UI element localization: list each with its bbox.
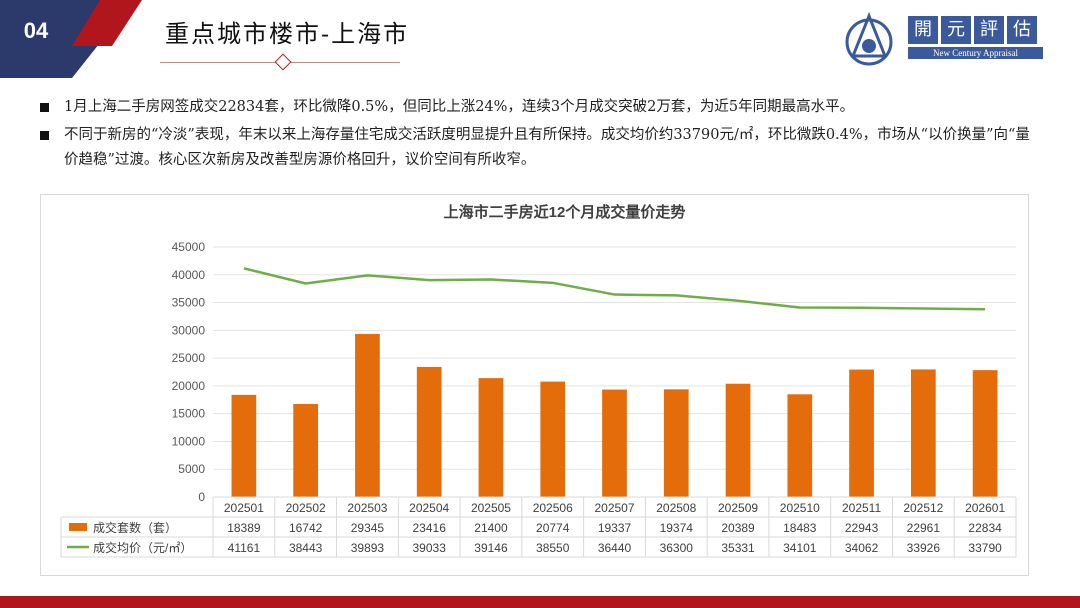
company-logo-text: 開 元 評 估 New Century Appraisal: [908, 16, 1043, 59]
line-series-mark: [243, 267, 986, 311]
bullet-square-icon: [40, 131, 49, 140]
legend-label: 成交套数（套）: [93, 520, 177, 535]
data-label: 39893: [351, 541, 385, 555]
y-tick-label: 10000: [172, 434, 206, 448]
legend-label: 成交均价（元/㎡）: [93, 540, 192, 555]
logo-char: 估: [1007, 16, 1037, 44]
y-tick-label: 30000: [172, 323, 206, 337]
bar-mark: [725, 383, 751, 497]
data-label: 39146: [474, 541, 508, 555]
x-tick-label: 202501: [224, 501, 264, 515]
x-tick-label: 202509: [718, 501, 758, 515]
logo-char: 元: [941, 16, 971, 44]
logo-char: 開: [908, 16, 938, 44]
y-tick-label: 35000: [172, 296, 206, 310]
data-label: 19374: [660, 521, 694, 535]
section-number: 04: [23, 18, 49, 43]
data-label: 16742: [289, 521, 323, 535]
data-label: 23416: [413, 521, 447, 535]
data-label: 20389: [721, 521, 755, 535]
y-tick-label: 25000: [172, 351, 206, 365]
data-label: 21400: [474, 521, 508, 535]
data-label: 34101: [783, 541, 817, 555]
data-label: 19337: [598, 521, 632, 535]
x-tick-label: 202504: [409, 501, 449, 515]
data-label: 22943: [845, 521, 879, 535]
bar-mark: [540, 381, 566, 497]
y-tick-label: 0: [198, 490, 205, 504]
bar-mark: [602, 389, 627, 497]
x-tick-label: 202601: [965, 501, 1005, 515]
data-label: 18389: [227, 521, 261, 535]
header-corner-shape: [0, 0, 142, 78]
bar-mark: [416, 366, 442, 497]
title-diamond-icon: [274, 53, 292, 71]
bar-mark: [663, 389, 689, 497]
data-label: 36440: [598, 541, 632, 555]
x-tick-label: 202507: [594, 501, 634, 515]
data-label: 20774: [536, 521, 570, 535]
bar-mark: [231, 394, 257, 497]
chart-title: 上海市二手房近12个月成交量价走势: [444, 203, 686, 221]
logo-char: 評: [974, 16, 1004, 44]
x-tick-label: 202506: [533, 501, 573, 515]
bar-mark: [787, 394, 813, 497]
bullet-text: 不同于新房的“冷淡”表现，年末以来上海存量住宅成交活跃度明显提升且有所保持。成交…: [64, 127, 1030, 168]
data-label: 36300: [660, 541, 694, 555]
bar-mark: [849, 369, 874, 497]
bullet-text: 1月上海二手房网签成交22834套，环比微降0.5%，但同比上涨24%，连续3个…: [64, 99, 855, 115]
data-label: 35331: [721, 541, 755, 555]
y-tick-label: 45000: [172, 240, 206, 254]
bar-mark: [478, 378, 504, 497]
legend-swatch-bar: [69, 523, 87, 531]
data-label: 34062: [845, 541, 879, 555]
company-logo-icon: [845, 12, 893, 66]
x-tick-label: 202512: [903, 501, 943, 515]
y-tick-label: 40000: [172, 268, 206, 282]
bullet-item: 1月上海二手房网签成交22834套，环比微降0.5%，但同比上涨24%，连续3个…: [38, 95, 1038, 120]
data-label: 29345: [351, 521, 385, 535]
x-tick-label: 202503: [347, 501, 387, 515]
chart-svg: 上海市二手房近12个月成交量价走势 0 5000 10000 15000 20000 250…: [60, 203, 1017, 558]
bar-mark: [293, 403, 319, 497]
x-tick-label: 202511: [842, 501, 881, 515]
x-tick-label: 202502: [286, 501, 326, 515]
x-tick-label: 202508: [656, 501, 696, 515]
data-label: 18483: [783, 521, 817, 535]
footer-bar: [0, 596, 1080, 608]
y-tick-label: 20000: [172, 379, 206, 393]
bar-mark: [355, 333, 380, 497]
data-label: 33926: [907, 541, 941, 555]
logo-english-name: New Century Appraisal: [908, 47, 1043, 59]
y-tick-label: 5000: [178, 462, 205, 476]
data-label: 33790: [968, 541, 1002, 555]
bar-mark: [972, 370, 998, 497]
x-tick-label: 202505: [471, 501, 511, 515]
x-tick-label: 202510: [780, 501, 820, 515]
data-label: 22834: [968, 521, 1002, 535]
bar-mark: [910, 369, 936, 497]
bullet-square-icon: [40, 103, 49, 112]
bullet-item: 不同于新房的“冷淡”表现，年末以来上海存量住宅成交活跃度明显提升且有所保持。成交…: [38, 123, 1038, 173]
data-label: 22961: [907, 521, 941, 535]
data-label: 39033: [413, 541, 447, 555]
data-label: 38443: [289, 541, 323, 555]
y-tick-label: 15000: [172, 407, 206, 421]
data-label: 41161: [228, 541, 261, 555]
bullet-list: 1月上海二手房网签成交22834套，环比微降0.5%，但同比上涨24%，连续3个…: [38, 95, 1038, 176]
page-title: 重点城市楼市-上海市: [165, 20, 410, 48]
data-label: 38550: [536, 541, 570, 555]
chart-container: 上海市二手房近12个月成交量价走势 0 5000 10000 15000 20000 250…: [40, 194, 1029, 576]
